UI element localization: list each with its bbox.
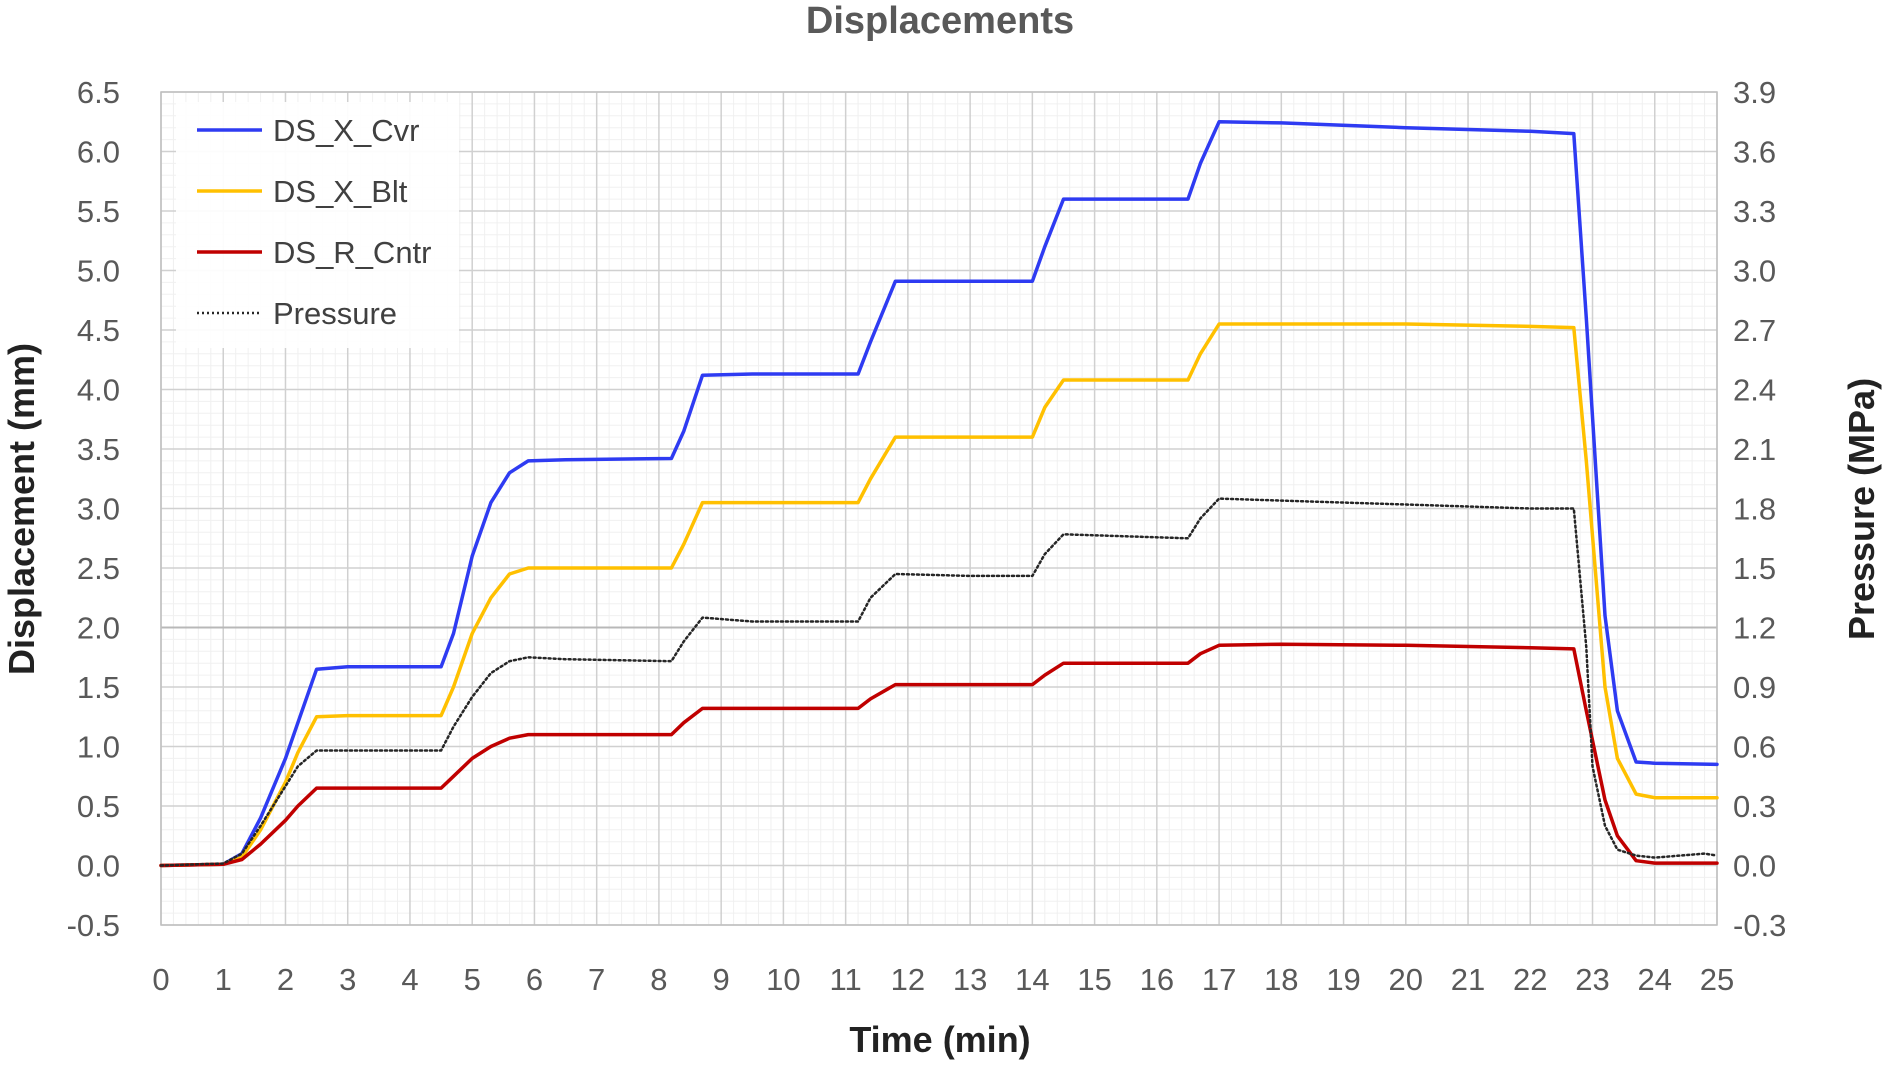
y-tick-label: 4.5 xyxy=(77,313,120,348)
x-tick-label: 6 xyxy=(526,962,543,997)
x-tick-label: 19 xyxy=(1326,962,1360,997)
y-tick-label: 5.0 xyxy=(77,254,120,289)
series-line-ds-r-cntr xyxy=(159,642,1719,868)
x-tick-labels: 0 1 2 3 4 5 6 7 8 9 10 11 12 13 14 15 16 17 18 19 20 21 22 23 24… xyxy=(152,962,1734,997)
y2-tick-label: 2.7 xyxy=(1733,313,1776,348)
x-tick-label: 18 xyxy=(1264,962,1298,997)
y2-tick-label: 0.3 xyxy=(1733,789,1776,824)
x-tick-label: 7 xyxy=(588,962,605,997)
y-tick-label: 5.5 xyxy=(77,194,120,229)
legend-label: DS_R_Cntr xyxy=(273,235,432,270)
y2-tick-label: 2.1 xyxy=(1733,432,1776,467)
y-tick-label: 4.0 xyxy=(77,373,120,408)
x-tick-label: 24 xyxy=(1638,962,1672,997)
y2-tick-label: 1.5 xyxy=(1733,551,1776,586)
y-axis-title: Displacement (mm) xyxy=(1,343,42,675)
x-tick-label: 25 xyxy=(1700,962,1734,997)
y2-tick-label: 2.4 xyxy=(1733,373,1776,408)
plot-area-border xyxy=(160,91,1718,926)
y2-tick-label: 0.9 xyxy=(1733,670,1776,705)
legend-label: DS_X_Blt xyxy=(273,174,408,209)
y-tick-label: 3.0 xyxy=(77,492,120,527)
y-tick-label: 2.5 xyxy=(77,551,120,586)
y-tick-label: 6.0 xyxy=(77,135,120,170)
x-axis-title: Time (min) xyxy=(849,1019,1030,1060)
x-tick-label: 13 xyxy=(953,962,987,997)
x-tick-label: 20 xyxy=(1389,962,1423,997)
legend-label: Pressure xyxy=(273,296,397,331)
x-tick-label: 22 xyxy=(1513,962,1547,997)
y-tick-label: -0.5 xyxy=(67,908,120,943)
x-tick-label: 11 xyxy=(830,962,862,997)
y2-tick-label: -0.3 xyxy=(1733,908,1786,943)
legend: DS_X_Cvr DS_X_Blt DS_R_Cntr Pressure xyxy=(176,102,459,348)
y2-tick-label: 1.2 xyxy=(1733,611,1776,646)
y2-tick-label: 0.0 xyxy=(1733,849,1776,884)
y-tick-label: 6.5 xyxy=(77,75,120,110)
y-tick-label: 2.0 xyxy=(77,611,120,646)
chart-title: Displacements xyxy=(806,0,1074,42)
y2-tick-label: 3.9 xyxy=(1733,75,1776,110)
y2-tick-labels: -0.3 0.0 0.3 0.6 0.9 1.2 1.5 1.8 2.1 2.4 2.7 3.0 3.3… xyxy=(1733,75,1786,943)
y2-tick-label: 0.6 xyxy=(1733,730,1776,765)
plot-border xyxy=(160,91,1718,926)
y-tick-label: 1.5 xyxy=(77,670,120,705)
x-tick-label: 10 xyxy=(766,962,800,997)
legend-label: DS_X_Cvr xyxy=(273,113,419,148)
x-tick-label: 16 xyxy=(1140,962,1174,997)
series-line-ds-x-blt xyxy=(159,322,1719,868)
x-tick-label: 2 xyxy=(277,962,294,997)
x-tick-label: 8 xyxy=(650,962,667,997)
y-tick-label: 0.5 xyxy=(77,789,120,824)
y2-tick-label: 3.0 xyxy=(1733,254,1776,289)
y2-tick-label: 3.6 xyxy=(1733,135,1776,170)
x-tick-label: 5 xyxy=(464,962,481,997)
x-tick-label: 1 xyxy=(215,962,232,997)
x-tick-label: 4 xyxy=(401,962,418,997)
x-tick-label: 12 xyxy=(891,962,925,997)
x-tick-label: 0 xyxy=(152,962,169,997)
y-tick-label: 3.5 xyxy=(77,432,120,467)
x-tick-label: 9 xyxy=(713,962,730,997)
x-tick-label: 17 xyxy=(1202,962,1236,997)
y2-axis-title: Pressure (MPa) xyxy=(1841,378,1882,640)
y-tick-labels: -0.5 0.0 0.5 1.0 1.5 2.0 2.5 3.0 3.5 4.0 4.5 5.0 5.5… xyxy=(67,75,120,943)
x-tick-label: 21 xyxy=(1451,962,1485,997)
y2-tick-label: 1.8 xyxy=(1733,492,1776,527)
series-line-ds-x-cvr xyxy=(159,120,1719,868)
x-tick-label: 15 xyxy=(1077,962,1111,997)
series-layer xyxy=(159,120,1719,868)
y2-tick-label: 3.3 xyxy=(1733,194,1776,229)
x-tick-label: 3 xyxy=(339,962,356,997)
x-tick-label: 23 xyxy=(1575,962,1609,997)
y-tick-label: 1.0 xyxy=(77,730,120,765)
y-tick-label: 0.0 xyxy=(77,849,120,884)
series-line-pressure xyxy=(159,497,1719,867)
x-tick-label: 14 xyxy=(1015,962,1049,997)
legend-background xyxy=(176,102,459,348)
